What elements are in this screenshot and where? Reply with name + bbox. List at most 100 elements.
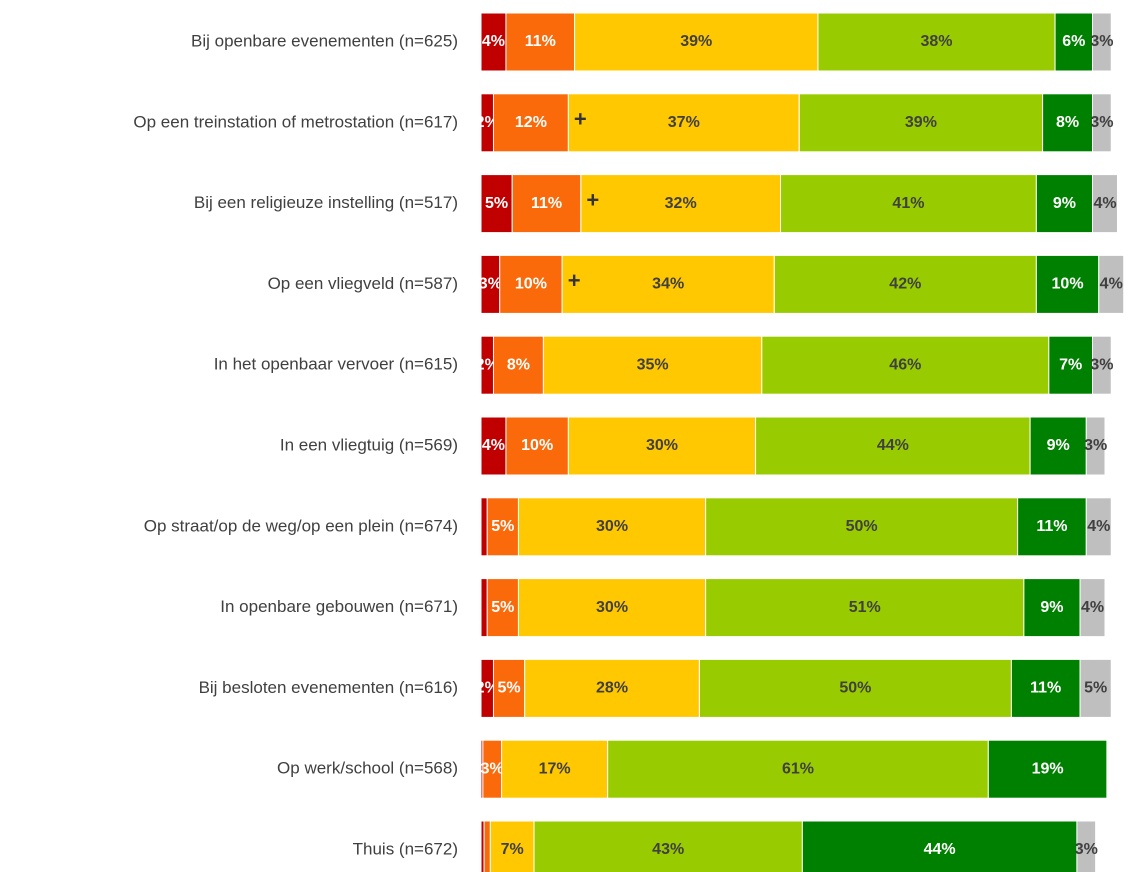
bar-segment [801, 820, 1078, 872]
bar-segment [1098, 254, 1125, 314]
value-label: 17% [539, 760, 571, 777]
bar-segment [483, 820, 491, 872]
value-label: 5% [491, 518, 514, 535]
bar-segment [501, 739, 609, 799]
bar-segment [1092, 335, 1112, 395]
value-label: 30% [596, 518, 628, 535]
bar-segment [1085, 416, 1106, 476]
value-label: 42% [889, 276, 921, 293]
category-label: Thuis (n=672) [353, 839, 458, 858]
value-label: 35% [637, 356, 669, 373]
category-label: Bij een religieuze instelling (n=517) [194, 193, 458, 212]
category-label: Op een vliegveld (n=587) [268, 274, 458, 293]
value-label: 9% [1040, 599, 1063, 616]
value-label: 9% [1047, 437, 1070, 454]
value-label: 4% [1087, 518, 1110, 535]
value-label: 34% [652, 276, 684, 293]
value-label: 3% [1084, 437, 1107, 454]
bar-segment [1023, 578, 1081, 638]
bar-segment [524, 658, 700, 718]
bar-segment [486, 578, 519, 638]
bar-segment [1010, 658, 1081, 718]
value-label: 11% [1036, 518, 1067, 535]
value-label: 4% [1081, 599, 1104, 616]
value-label: 50% [846, 518, 878, 535]
value-label: 4% [1100, 276, 1123, 293]
value-label: 4% [482, 33, 505, 50]
bar-segment [499, 254, 563, 314]
value-label: 43% [652, 841, 684, 858]
value-label: 5% [485, 195, 508, 212]
value-label: 10% [1052, 276, 1084, 293]
bar-segment [1048, 335, 1094, 395]
bar-segment [480, 416, 507, 476]
value-label: 50% [839, 680, 871, 697]
value-label: 30% [596, 599, 628, 616]
value-label: 8% [507, 356, 530, 373]
bar-segment [987, 739, 1108, 799]
value-label: 12% [515, 114, 547, 131]
category-label: Bij openbare evenementen (n=625) [191, 31, 458, 50]
bar-segment [505, 12, 576, 72]
value-label: 10% [515, 276, 547, 293]
value-label: 11% [531, 195, 562, 212]
value-label: 4% [482, 437, 505, 454]
bar-segment [561, 254, 775, 314]
value-label: 8% [1056, 114, 1079, 131]
value-label: 39% [905, 114, 937, 131]
value-label: 5% [491, 599, 514, 616]
bar-segment [755, 416, 1031, 476]
bar-segment [480, 12, 507, 72]
annotation: + [586, 187, 599, 212]
bar-segment [492, 93, 569, 153]
bar-segment [1092, 174, 1118, 234]
bar-segment [567, 93, 800, 153]
value-label: 4% [1093, 195, 1116, 212]
bar-segment [1079, 658, 1112, 718]
bar-segment [1085, 497, 1112, 557]
category-label: In een vliegtuig (n=569) [280, 435, 458, 454]
value-label: 9% [1053, 195, 1076, 212]
value-label: 51% [849, 599, 881, 616]
bar-segment [542, 335, 763, 395]
bar-segment [817, 12, 1056, 72]
value-label: 30% [646, 437, 678, 454]
bar-segment [1076, 820, 1097, 872]
bar-segment [505, 416, 569, 476]
value-label: 61% [782, 760, 814, 777]
category-label: Op werk/school (n=568) [277, 759, 458, 778]
bar-segment [1054, 12, 1094, 72]
value-label: 7% [1059, 356, 1082, 373]
value-label: 5% [1084, 680, 1107, 697]
bar-segment [780, 174, 1037, 234]
value-label: 6% [1062, 33, 1085, 50]
value-label: 11% [525, 33, 556, 50]
value-label: 19% [1032, 760, 1064, 777]
bar-segment [705, 578, 1025, 638]
annotation: + [574, 107, 587, 132]
value-label: 3% [1075, 841, 1098, 858]
value-label: 46% [889, 356, 921, 373]
value-label: 7% [501, 841, 524, 858]
category-label: In het openbaar vervoer (n=615) [214, 355, 458, 374]
category-label: Op een treinstation of metrostation (n=6… [133, 112, 458, 131]
bar-segment [480, 497, 488, 557]
bar-segment [580, 174, 782, 234]
category-label: Bij besloten evenementen (n=616) [199, 678, 458, 697]
bar-segment [567, 416, 757, 476]
value-label: 3% [1090, 114, 1113, 131]
bar-segment [574, 12, 819, 72]
value-label: 44% [877, 437, 909, 454]
value-label: 39% [680, 33, 712, 50]
bar-segment [1035, 254, 1100, 314]
bar-segment [1079, 578, 1106, 638]
bar-segment [773, 254, 1037, 314]
value-label: 41% [892, 195, 924, 212]
bar-segment [761, 335, 1050, 395]
bar-segment [480, 578, 488, 638]
value-label: 3% [481, 760, 504, 777]
value-label: 38% [921, 33, 953, 50]
bar-segment [480, 174, 513, 234]
bar-segment [511, 174, 582, 234]
